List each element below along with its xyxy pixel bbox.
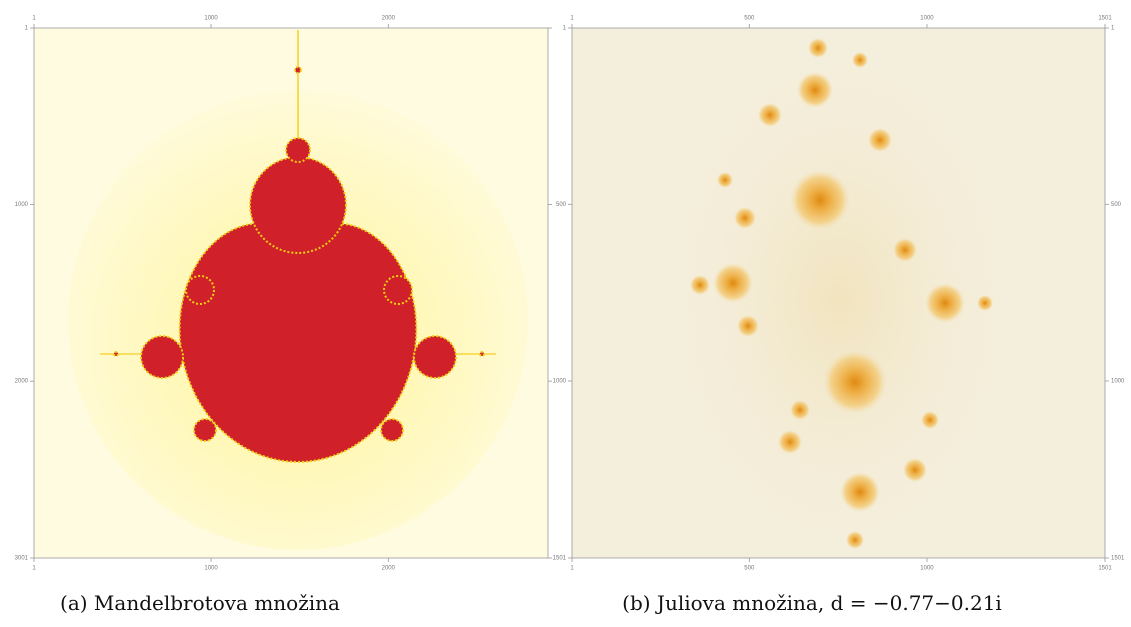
- x-tick-label: 2000: [382, 566, 396, 572]
- x-tick-label: 500: [744, 16, 755, 22]
- x-tick-label: 1000: [920, 566, 934, 572]
- y-tick-label: 500: [1111, 202, 1122, 208]
- julia-spiral: [808, 38, 828, 58]
- julia-spiral: [790, 400, 810, 420]
- julia-spiral: [852, 52, 868, 68]
- julia-spiral: [846, 531, 864, 549]
- x-tick-label: 2000: [382, 16, 396, 22]
- y-tick-label: 1501: [1111, 556, 1125, 562]
- julia-spiral: [778, 430, 802, 454]
- y-tick-label: 1: [563, 26, 567, 32]
- julia-spiral: [925, 283, 965, 323]
- mandelbrot-image: [34, 28, 548, 558]
- caption: (b) Juliova množina, d = −0.77−0.21i: [622, 591, 1002, 615]
- x-tick-label: 1501: [1098, 16, 1112, 22]
- julia-image: [572, 28, 1105, 560]
- caption: (a) Mandelbrotova množina: [60, 591, 340, 615]
- y-tick-label: 500: [556, 202, 567, 208]
- julia-spiral: [758, 103, 782, 127]
- julia-spiral: [734, 207, 756, 229]
- julia-spiral: [790, 170, 850, 230]
- x-tick-label: 1501: [1098, 566, 1112, 572]
- julia-spiral: [823, 350, 887, 414]
- x-tick-label: 500: [744, 566, 755, 572]
- x-tick-label: 1: [570, 16, 574, 22]
- x-tick-label: 1000: [204, 16, 218, 22]
- y-tick-label: 1000: [1111, 379, 1125, 385]
- julia-spiral: [737, 315, 759, 337]
- julia-spiral: [713, 263, 753, 303]
- x-tick-label: 1: [32, 566, 36, 572]
- y-tick-label: 1000: [553, 379, 567, 385]
- julia-spiral: [921, 411, 939, 429]
- julia-spiral: [840, 472, 880, 512]
- y-tick-label: 3001: [15, 556, 29, 562]
- y-tick-label: 1: [1111, 26, 1115, 32]
- y-tick-label: 1: [25, 26, 29, 32]
- figure: 1110001000200020001100020003001(a) Mande…: [0, 0, 1131, 627]
- x-tick-label: 1000: [204, 566, 218, 572]
- y-tick-label: 2000: [15, 379, 29, 385]
- julia-spiral: [690, 275, 710, 295]
- julia-spiral: [797, 72, 833, 108]
- julia-spiral: [893, 238, 917, 262]
- x-tick-label: 1000: [920, 16, 934, 22]
- y-tick-label: 1000: [15, 202, 29, 208]
- julia-spiral: [717, 172, 733, 188]
- julia-spiral: [903, 458, 927, 482]
- julia-spiral: [977, 295, 993, 311]
- x-tick-label: 1: [570, 566, 574, 572]
- julia-spiral: [868, 128, 892, 152]
- y-tick-label: 1501: [553, 556, 567, 562]
- x-tick-label: 1: [32, 16, 36, 22]
